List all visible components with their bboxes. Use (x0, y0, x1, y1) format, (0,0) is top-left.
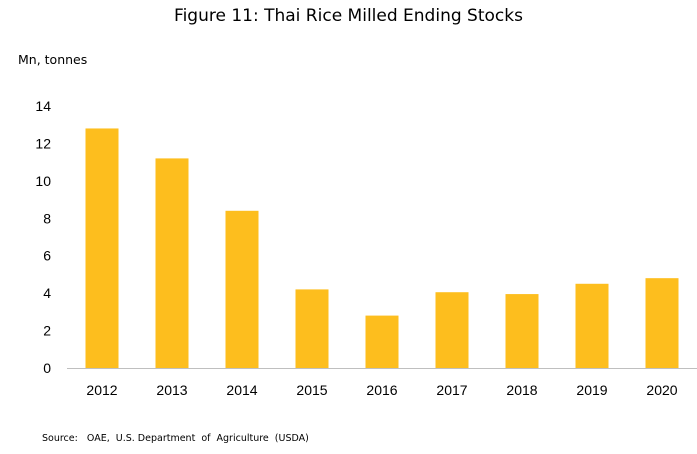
x-tick-label: 2015 (296, 382, 327, 398)
y-tick-label: 6 (43, 248, 51, 264)
x-tick-label: 2020 (646, 382, 677, 398)
x-tick-label: 2013 (156, 382, 187, 398)
x-tick-label: 2012 (86, 382, 117, 398)
y-tick-label: 10 (35, 173, 51, 189)
y-tick-label: 8 (43, 210, 51, 226)
bar-2015 (295, 289, 329, 368)
y-tick-label: 12 (35, 135, 51, 151)
bar-2013 (155, 158, 189, 368)
bar-2017 (435, 292, 469, 368)
bar-2014 (225, 210, 259, 368)
bar-2019 (575, 283, 609, 368)
x-tick-label: 2014 (226, 382, 257, 398)
y-tick-label: 0 (43, 360, 51, 376)
x-tick-label: 2016 (366, 382, 397, 398)
bars (85, 128, 679, 368)
x-tick-label: 2018 (506, 382, 537, 398)
y-tick-label: 14 (35, 98, 51, 114)
bar-2012 (85, 128, 119, 368)
x-tick-label: 2019 (576, 382, 607, 398)
bar-2020 (645, 278, 679, 368)
y-tick-label: 2 (43, 323, 51, 339)
source-note: Source: OAE, U.S. Department of Agricult… (42, 433, 309, 444)
y-axis-unit-label: Mn, tonnes (18, 52, 88, 67)
bar-2016 (365, 315, 399, 368)
bar-2018 (505, 294, 539, 368)
x-tick-label: 2017 (436, 382, 467, 398)
x-axis-ticks: 2012 2013 2014 2015 2016 2017 2018 2019 2020 (86, 382, 677, 398)
y-axis-ticks: 0 2 4 6 8 10 12 14 (35, 98, 51, 376)
chart-title: Figure 11: Thai Rice Milled Ending Stock… (174, 6, 523, 26)
y-tick-label: 4 (43, 285, 51, 301)
